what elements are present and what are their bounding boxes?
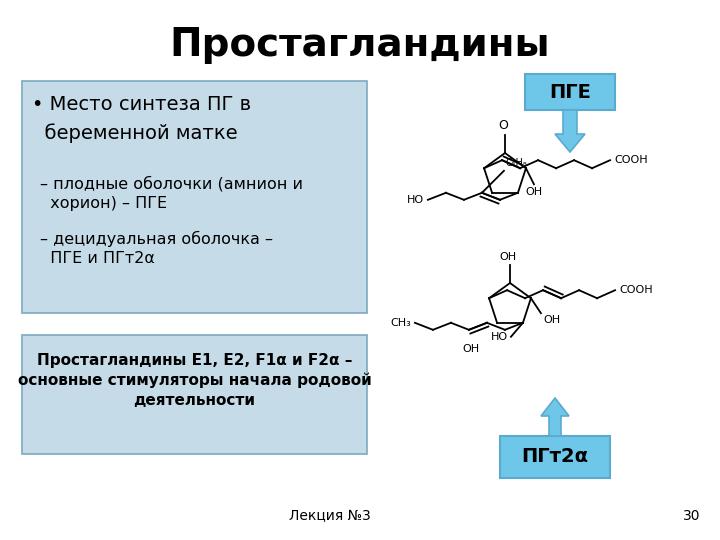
Text: CH₃: CH₃ bbox=[390, 318, 411, 328]
Text: O: O bbox=[498, 119, 508, 132]
Text: – плодные оболочки (амнион и: – плодные оболочки (амнион и bbox=[40, 176, 302, 192]
Text: хорион) – ПГЕ: хорион) – ПГЕ bbox=[40, 196, 167, 211]
Text: основные стимуляторы начала родовой: основные стимуляторы начала родовой bbox=[17, 373, 372, 388]
Text: – децидуальная оболочка –: – децидуальная оболочка – bbox=[40, 231, 273, 247]
Text: Простагландины: Простагландины bbox=[170, 26, 550, 64]
Text: HO: HO bbox=[491, 332, 508, 342]
Text: OH: OH bbox=[500, 252, 516, 262]
Polygon shape bbox=[541, 398, 569, 436]
Text: HO: HO bbox=[407, 195, 424, 205]
Text: C₅H₈: C₅H₈ bbox=[506, 158, 528, 168]
Text: COOH: COOH bbox=[614, 155, 648, 165]
Text: OH: OH bbox=[543, 315, 560, 325]
Text: ПГт2α: ПГт2α bbox=[521, 448, 588, 467]
FancyBboxPatch shape bbox=[22, 81, 367, 313]
FancyBboxPatch shape bbox=[22, 335, 367, 454]
Text: 30: 30 bbox=[683, 509, 700, 523]
Text: деятельности: деятельности bbox=[133, 393, 256, 408]
Polygon shape bbox=[555, 110, 585, 152]
Text: ПГЕ и ПГт2α: ПГЕ и ПГт2α bbox=[40, 251, 155, 266]
Text: беременной матке: беременной матке bbox=[32, 123, 237, 143]
FancyBboxPatch shape bbox=[500, 436, 610, 478]
Text: • Место синтеза ПГ в: • Место синтеза ПГ в bbox=[32, 95, 251, 114]
Text: Лекция №3: Лекция №3 bbox=[289, 509, 371, 523]
Text: OH: OH bbox=[526, 187, 542, 197]
Text: Простагландины Е1, Е2, F1α и F2α –: Простагландины Е1, Е2, F1α и F2α – bbox=[37, 353, 352, 368]
Text: ПГЕ: ПГЕ bbox=[549, 83, 591, 102]
FancyBboxPatch shape bbox=[525, 74, 615, 110]
Text: OH: OH bbox=[462, 344, 480, 354]
Text: COOH: COOH bbox=[619, 285, 653, 295]
